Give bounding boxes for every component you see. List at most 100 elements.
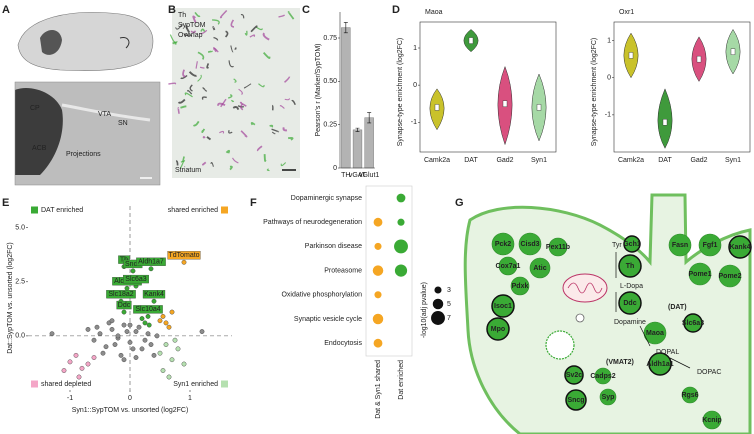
- texture: [212, 46, 219, 53]
- label-box: [106, 290, 136, 299]
- point: [85, 326, 91, 332]
- point: [142, 320, 148, 326]
- panel-letter: C: [302, 4, 310, 16]
- protein-label: Fgf1: [703, 242, 718, 249]
- dot: [374, 291, 382, 299]
- row-label: Pathways of neurodegeneration: [263, 219, 362, 226]
- x-tick-label: Syn1: [725, 157, 741, 164]
- dot: [397, 218, 405, 226]
- protein-node: [518, 232, 542, 256]
- texture: [240, 14, 245, 19]
- row-label: Proteasome: [324, 267, 362, 274]
- protein-label: Pdxk: [512, 283, 529, 290]
- point-label: Slc18a2: [108, 291, 133, 298]
- dot: [372, 313, 384, 325]
- y-tick-label: 0: [413, 82, 417, 89]
- bar: [341, 27, 351, 169]
- legend-swatch: [221, 380, 228, 388]
- point: [169, 309, 175, 315]
- point-label: TdTomato: [168, 252, 199, 259]
- y-tick-label: 5.0: [15, 224, 25, 231]
- texture: [220, 98, 227, 108]
- protein-node: [529, 257, 551, 279]
- texture: [262, 32, 270, 41]
- point: [112, 342, 118, 347]
- legend-label: shared depleted: [41, 381, 91, 388]
- point: [181, 259, 187, 265]
- x-tick-label: TH: [341, 172, 350, 179]
- point: [97, 331, 103, 337]
- label-box: [142, 290, 166, 299]
- protein-label: Sv2c: [566, 372, 582, 379]
- texture: [197, 51, 205, 60]
- median-box: [536, 104, 542, 111]
- point: [151, 352, 157, 358]
- y-tick-label: 1: [413, 45, 417, 52]
- x-tick-label: Camk2a: [424, 157, 450, 164]
- protein-label: Isoc1: [494, 303, 512, 310]
- point: [109, 318, 115, 324]
- point: [118, 352, 124, 358]
- column-label: Dat enriched: [398, 360, 405, 400]
- legend-dot: [434, 286, 442, 294]
- x-tick-label: Gad2: [690, 157, 707, 164]
- plot-frame: [613, 21, 751, 153]
- point-label: Aldh1a7: [138, 259, 164, 266]
- x-tick-label: 1: [188, 395, 192, 402]
- texture: [202, 135, 206, 139]
- point: [127, 339, 133, 345]
- protein-label: Slc6a3: [682, 320, 704, 327]
- texture: [256, 145, 263, 152]
- dot: [396, 193, 406, 203]
- texture: [279, 105, 285, 109]
- point: [61, 368, 67, 373]
- point: [160, 368, 166, 373]
- texture: [219, 130, 225, 134]
- point: [124, 329, 130, 334]
- texture: [269, 124, 274, 128]
- texture: [262, 52, 271, 59]
- texture: [239, 101, 247, 107]
- image-label: VTA: [98, 111, 111, 118]
- median-box: [696, 55, 702, 63]
- texture: [230, 19, 235, 28]
- texture: [271, 131, 276, 135]
- pathway-label: Dopamine: [614, 319, 646, 326]
- error-bar: [367, 112, 372, 124]
- row-label: Dopaminergic synapse: [291, 195, 362, 202]
- texture: [184, 92, 193, 98]
- protein-node: [548, 237, 568, 257]
- texture: [217, 102, 226, 106]
- texture: [284, 76, 291, 83]
- median-box: [434, 104, 440, 111]
- point: [199, 329, 205, 334]
- image-label: SypTOM: [178, 22, 206, 29]
- texture: [291, 99, 296, 106]
- image-label: ACB: [32, 145, 47, 152]
- point: [79, 365, 85, 371]
- texture: [207, 50, 213, 53]
- legend-swatch: [31, 380, 38, 388]
- texture: [182, 69, 186, 78]
- texture: [206, 136, 212, 141]
- pathway-label: Tyr: [612, 242, 622, 249]
- panel-letter: A: [2, 4, 10, 16]
- texture: [189, 84, 193, 92]
- x-tick-label: Gad2: [496, 157, 513, 164]
- label-box: [167, 251, 201, 260]
- point: [121, 322, 127, 328]
- texture: [234, 47, 237, 50]
- texture: [284, 98, 290, 101]
- point: [85, 361, 91, 367]
- texture: [213, 36, 219, 41]
- point: [166, 374, 172, 380]
- texture: [177, 98, 186, 104]
- y-axis-label: Synapse-type enrichment (log2FC): [591, 38, 598, 147]
- pathway-arrow: [639, 325, 651, 347]
- texture: [192, 15, 197, 24]
- texture: [210, 162, 214, 167]
- error-bar: [355, 127, 360, 132]
- point: [139, 346, 145, 352]
- texture: [224, 30, 229, 38]
